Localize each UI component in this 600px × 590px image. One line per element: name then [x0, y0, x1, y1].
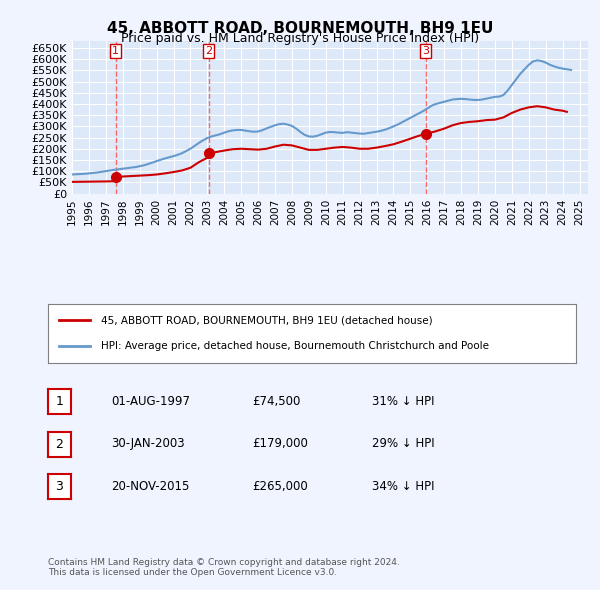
- Text: 34% ↓ HPI: 34% ↓ HPI: [372, 480, 434, 493]
- Text: 1: 1: [112, 46, 119, 56]
- Text: £74,500: £74,500: [252, 395, 301, 408]
- Text: 45, ABBOTT ROAD, BOURNEMOUTH, BH9 1EU (detached house): 45, ABBOTT ROAD, BOURNEMOUTH, BH9 1EU (d…: [101, 316, 433, 325]
- Text: £265,000: £265,000: [252, 480, 308, 493]
- Text: 3: 3: [422, 46, 429, 56]
- Text: 2: 2: [55, 438, 64, 451]
- Text: Price paid vs. HM Land Registry's House Price Index (HPI): Price paid vs. HM Land Registry's House …: [121, 32, 479, 45]
- Text: 3: 3: [55, 480, 64, 493]
- Text: 30-JAN-2003: 30-JAN-2003: [111, 437, 185, 450]
- Text: HPI: Average price, detached house, Bournemouth Christchurch and Poole: HPI: Average price, detached house, Bour…: [101, 342, 489, 351]
- Text: 31% ↓ HPI: 31% ↓ HPI: [372, 395, 434, 408]
- Text: 29% ↓ HPI: 29% ↓ HPI: [372, 437, 434, 450]
- Text: 20-NOV-2015: 20-NOV-2015: [111, 480, 190, 493]
- Text: 01-AUG-1997: 01-AUG-1997: [111, 395, 190, 408]
- Text: £179,000: £179,000: [252, 437, 308, 450]
- Text: 2: 2: [205, 46, 212, 56]
- Text: 45, ABBOTT ROAD, BOURNEMOUTH, BH9 1EU: 45, ABBOTT ROAD, BOURNEMOUTH, BH9 1EU: [107, 21, 493, 35]
- Text: 1: 1: [55, 395, 64, 408]
- Text: Contains HM Land Registry data © Crown copyright and database right 2024.
This d: Contains HM Land Registry data © Crown c…: [48, 558, 400, 577]
